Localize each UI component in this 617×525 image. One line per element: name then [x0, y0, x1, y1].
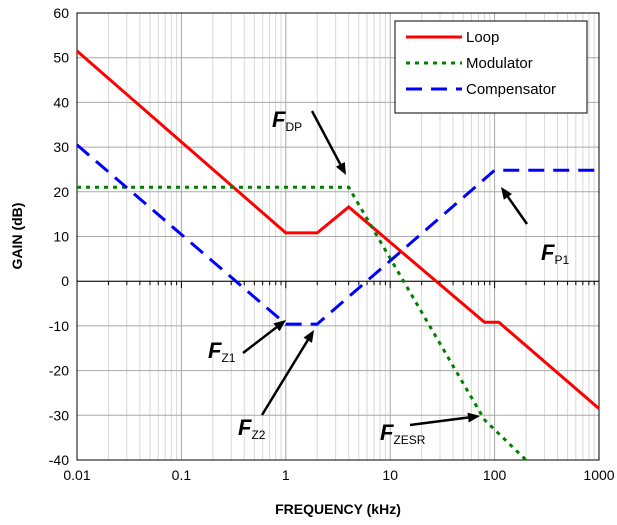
annotation-f-dp-arrow [310, 110, 342, 165]
annotation-f-zesr-arrowhead [467, 412, 480, 423]
series-line-modulator [77, 185, 528, 462]
y-tick-label: 0 [61, 273, 69, 289]
grid [77, 13, 599, 460]
annotation-f-dp: FDP [272, 107, 346, 175]
annotation-f-z1: FZ1 [208, 320, 286, 365]
y-tick-label: -20 [49, 363, 69, 379]
annotation-f-zesr-label: FZESR [380, 420, 426, 447]
annotations: FDP FP1 FZ1 FZ2 FZESR [208, 107, 569, 447]
plot-area-frame [76, 12, 600, 461]
annotation-f-zesr: FZESR [380, 412, 480, 447]
series-line-loop [76, 49, 600, 410]
annotation-f-z1-arrowhead [273, 320, 286, 332]
y-tick-label: 20 [53, 184, 69, 200]
annotation-f-z2-label: FZ2 [238, 415, 266, 442]
annotation-f-p1-arrowhead [501, 187, 512, 200]
y-tick-label: 30 [53, 139, 69, 155]
y-tick-label: 10 [53, 229, 69, 245]
x-tick-labels: 0.01 0.1 1 10 100 1000 [63, 467, 614, 483]
legend-label-loop: Loop [466, 29, 499, 46]
series-lines [76, 49, 600, 462]
annotation-f-dp-label: FDP [272, 107, 302, 134]
y-tick-label: -40 [49, 452, 69, 468]
y-tick-label: -30 [49, 407, 69, 423]
y-tick-label: 40 [53, 94, 69, 110]
annotation-f-z1-arrow [242, 326, 278, 354]
x-tick-label: 100 [483, 467, 507, 483]
legend-label-compensator: Compensator [466, 81, 556, 98]
annotation-f-p1-label: FP1 [541, 240, 569, 267]
legend: Loop Modulator Compensator [394, 20, 588, 114]
y-tick-label: 60 [53, 5, 69, 21]
x-tick-label: 0.01 [63, 467, 90, 483]
y-axis-title: GAIN (dB) [9, 203, 25, 270]
x-tick-label: 0.1 [172, 467, 192, 483]
x-tick-marks [76, 281, 595, 289]
x-tick-label: 1 [282, 467, 290, 483]
legend-label-modulator: Modulator [466, 55, 533, 72]
y-tick-label: -10 [49, 318, 69, 334]
annotation-f-zesr-arrow [409, 416, 469, 427]
annotation-f-z1-label: FZ1 [208, 338, 236, 365]
annotation-f-z2: FZ2 [238, 330, 314, 442]
annotation-f-z2-arrowhead [303, 330, 314, 343]
x-axis-title: FREQUENCY (kHz) [275, 501, 401, 517]
annotation-f-p1: FP1 [501, 187, 569, 267]
x-tick-label: 1000 [583, 467, 614, 483]
annotation-f-dp-arrowhead [335, 162, 346, 175]
x-tick-label: 10 [382, 467, 398, 483]
y-tick-label: 50 [53, 50, 69, 66]
y-tick-labels: -40 -30 -20 -10 0 10 20 30 40 50 60 [49, 5, 69, 468]
series-line-compensator [76, 143, 599, 326]
annotation-f-p1-arrow [506, 196, 529, 225]
annotation-f-z2-arrow [260, 339, 309, 416]
